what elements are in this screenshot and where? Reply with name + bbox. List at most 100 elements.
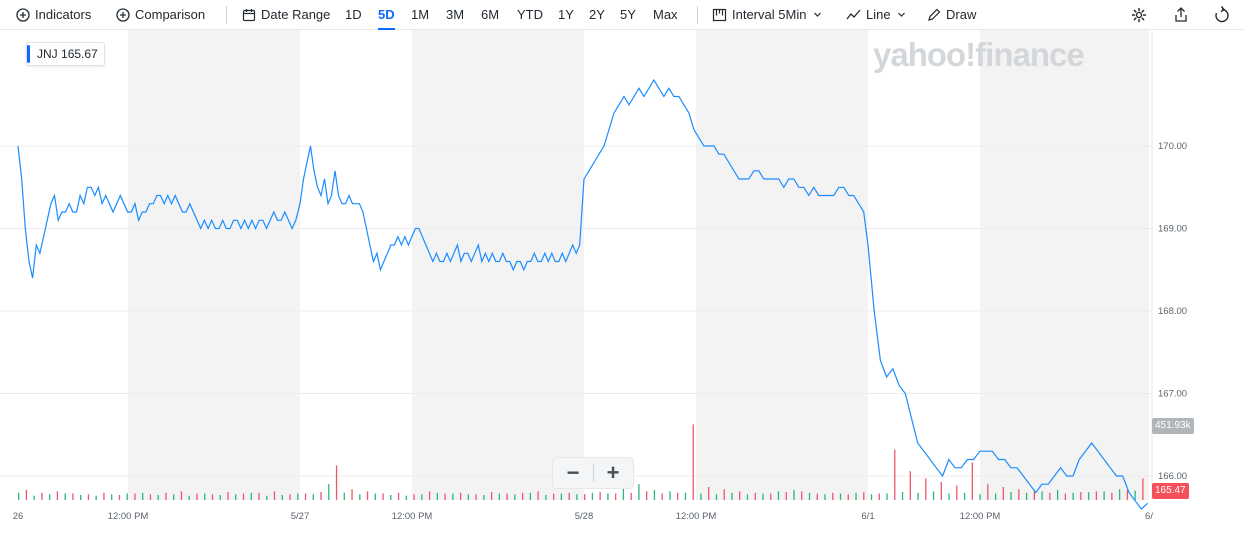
volume-bar	[1010, 492, 1012, 500]
zoom-in-button[interactable]: +	[606, 460, 620, 485]
volume-bar	[653, 489, 656, 500]
volume-bar	[994, 493, 997, 500]
volume-bar	[677, 492, 679, 500]
volume-bar	[948, 493, 950, 500]
volume-bar	[793, 489, 795, 500]
volume-bar	[25, 489, 28, 500]
ticker-badge[interactable]: JNJ 165.67	[26, 42, 105, 66]
volume-bar	[739, 491, 741, 500]
volume-bar	[1103, 491, 1105, 500]
x-tick-label: 5/27	[291, 511, 310, 522]
reset-icon[interactable]	[1212, 5, 1232, 25]
session-shading	[128, 30, 1149, 500]
interval-label: Interval	[732, 7, 775, 22]
range-1d-button[interactable]: 1D	[345, 7, 362, 22]
price-chart[interactable]: 170.00 169.00 168.00 167.00 166.00 26 12:00 P…	[0, 30, 1245, 540]
volume-bar	[289, 494, 291, 500]
y-tick-label: 170.00	[1158, 141, 1187, 152]
volume-bar	[863, 492, 865, 500]
chart-type-label: Line	[866, 7, 891, 22]
line-chart-icon	[846, 9, 861, 19]
volume-bar	[940, 482, 942, 500]
volume-bar	[909, 471, 911, 500]
volume-bar	[521, 492, 524, 500]
draw-label: Draw	[946, 7, 977, 22]
volume-bar	[1033, 491, 1035, 500]
volume-bar	[684, 492, 687, 500]
volume-bar	[514, 494, 516, 500]
volume-bar	[475, 494, 477, 500]
volume-bar	[506, 493, 508, 500]
toolbar-divider	[226, 6, 227, 24]
volume-bar	[816, 493, 818, 500]
volume-bar	[312, 494, 314, 500]
volume-bar	[855, 492, 857, 500]
volume-bar	[41, 492, 43, 500]
x-axis-ticks: 26 12:00 PM 5/27 12:00 PM 5/28 12:00 PM 6/1 12:…	[13, 511, 1154, 522]
range-3m-button[interactable]: 3M	[446, 7, 465, 22]
volume-bar	[490, 492, 493, 500]
volume-bar	[1095, 491, 1098, 500]
volume-bar	[932, 491, 935, 500]
volume-bar	[987, 484, 989, 500]
volume-bar	[134, 493, 136, 500]
volume-bar	[847, 494, 849, 500]
volume-bar	[126, 493, 128, 500]
chart-type-selector[interactable]: Line	[846, 0, 911, 30]
range-5d-button[interactable]: 5D	[378, 0, 395, 30]
candlestick-icon	[712, 8, 727, 21]
range-5y-button[interactable]: 5Y	[620, 7, 636, 22]
settings-gear-icon[interactable]	[1129, 5, 1149, 25]
volume-bar	[366, 491, 369, 500]
indicators-button[interactable]: Indicators	[16, 0, 91, 30]
zoom-control: − +	[552, 457, 634, 489]
range-2y-button[interactable]: 2Y	[589, 7, 605, 22]
plus-circle-icon	[16, 7, 30, 22]
volume-bar	[715, 494, 718, 500]
range-1m-button[interactable]: 1M	[411, 7, 430, 22]
volume-bar	[1041, 491, 1043, 500]
volume-bar	[630, 492, 632, 500]
volume-bar	[615, 493, 617, 500]
ticker-price: 165.67	[61, 47, 98, 61]
volume-bar	[64, 493, 66, 500]
volume-bar	[421, 494, 423, 500]
last-price-flag: 165.47	[1152, 483, 1189, 499]
comparison-button[interactable]: Comparison	[116, 0, 205, 30]
volume-bar	[18, 492, 20, 500]
volume-bar	[459, 492, 462, 500]
volume-bar	[304, 493, 307, 500]
range-ytd-button[interactable]: YTD	[517, 7, 543, 22]
volume-bar	[669, 491, 671, 500]
share-icon[interactable]	[1171, 5, 1191, 25]
range-1y-button[interactable]: 1Y	[558, 7, 574, 22]
volume-bar	[359, 494, 361, 500]
volume-bars	[18, 424, 1144, 500]
volume-bar	[646, 491, 648, 500]
draw-button[interactable]: Draw	[927, 0, 976, 30]
volume-bar	[1087, 492, 1090, 500]
volume-bar	[529, 492, 532, 500]
volume-bar	[328, 484, 330, 500]
range-6m-button[interactable]: 6M	[481, 7, 500, 22]
volume-bar	[72, 493, 74, 500]
zoom-out-button[interactable]: −	[566, 460, 580, 485]
volume-bar	[258, 492, 260, 500]
volume-bar	[165, 492, 167, 500]
x-tick-label: 26	[13, 511, 24, 522]
x-tick-label: 12:00 PM	[960, 511, 1001, 522]
volume-bar	[1111, 492, 1113, 500]
interval-selector[interactable]: Interval 5Min	[712, 0, 827, 30]
afternoon-session-band	[128, 30, 300, 500]
date-range-button[interactable]: Date Range	[242, 0, 330, 30]
x-tick-label: 12:00 PM	[676, 511, 717, 522]
volume-bar	[622, 487, 625, 500]
calendar-icon	[242, 8, 256, 21]
volume-bar	[552, 493, 555, 500]
range-max-button[interactable]: Max	[653, 7, 678, 22]
volume-bar	[196, 493, 198, 500]
y-tick-label: 166.00	[1158, 471, 1187, 482]
volume-bar	[413, 494, 415, 500]
volume-bar	[227, 492, 229, 500]
volume-bar	[444, 493, 446, 500]
